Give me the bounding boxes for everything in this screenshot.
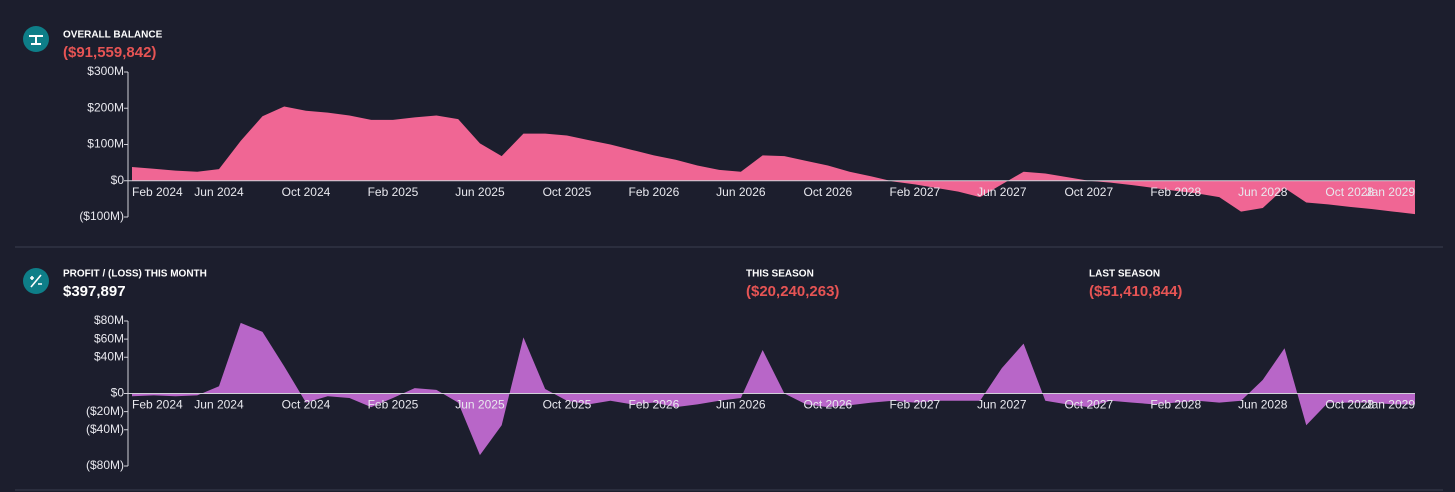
area	[132, 106, 1415, 215]
x-tick-label: Feb 2024	[132, 185, 183, 199]
y-tick-label: $300M	[87, 64, 124, 78]
x-tick-label: Oct 2027	[1064, 185, 1113, 199]
x-tick-label: Jun 2025	[455, 185, 505, 199]
x-tick-label: Feb 2028	[1150, 185, 1201, 199]
y-tick-label: $200M	[87, 100, 124, 114]
x-tick-label: Jun 2026	[716, 185, 766, 199]
y-tick-label: $60M	[94, 331, 124, 345]
x-tick-label: Jun 2028	[1238, 398, 1288, 412]
x-tick-label: Feb 2026	[629, 185, 680, 199]
chart-title: OVERALL BALANCE	[63, 30, 163, 41]
x-tick-label: Oct 2026	[804, 398, 853, 412]
y-tick-label: $0	[111, 386, 125, 400]
x-tick-label: Oct 2028	[1325, 185, 1374, 199]
x-tick-label: Oct 2028	[1325, 398, 1374, 412]
stat-label: LAST SEASON	[1089, 269, 1160, 280]
y-tick-label: ($80M)	[86, 458, 124, 472]
x-tick-label: Feb 2024	[132, 398, 183, 412]
x-tick-label: Oct 2025	[543, 185, 592, 199]
y-tick-label: $80M	[94, 313, 124, 327]
x-tick-label: Oct 2024	[282, 185, 331, 199]
x-tick-label: Jan 2029	[1366, 398, 1416, 412]
x-tick-label: Jun 2025	[455, 398, 505, 412]
x-tick-label: Oct 2025	[543, 398, 592, 412]
y-tick-label: ($40M)	[86, 422, 124, 436]
x-tick-label: Feb 2025	[368, 185, 419, 199]
x-tick-label: Jun 2027	[977, 185, 1027, 199]
chart-value: ($91,559,842)	[63, 44, 156, 61]
x-tick-label: Feb 2027	[889, 185, 940, 199]
chart-title: PROFIT / (LOSS) THIS MONTH	[63, 269, 207, 280]
area	[132, 322, 1415, 456]
y-tick-label: ($100M)	[79, 209, 124, 223]
y-tick-label: $100M	[87, 137, 124, 151]
x-tick-label: Jun 2024	[194, 398, 244, 412]
x-tick-label: Oct 2024	[282, 398, 331, 412]
x-tick-label: Feb 2027	[889, 398, 940, 412]
x-tick-label: Jun 2028	[1238, 185, 1288, 199]
chart-value: $397,897	[63, 283, 126, 300]
y-tick-label: ($20M)	[86, 404, 124, 418]
stat-value: ($20,240,263)	[746, 283, 839, 300]
stat-label: THIS SEASON	[746, 269, 814, 280]
x-tick-label: Feb 2028	[1150, 398, 1201, 412]
x-tick-label: Jun 2024	[194, 185, 244, 199]
x-tick-label: Oct 2027	[1064, 398, 1113, 412]
x-tick-label: Jun 2027	[977, 398, 1027, 412]
profit-icon	[23, 268, 49, 294]
x-tick-label: Feb 2026	[629, 398, 680, 412]
y-tick-label: $0	[111, 173, 125, 187]
x-tick-label: Jun 2026	[716, 398, 766, 412]
balance-icon	[23, 26, 49, 52]
stat-value: ($51,410,844)	[1089, 283, 1182, 300]
x-tick-label: Feb 2025	[368, 398, 419, 412]
y-tick-label: $40M	[94, 349, 124, 363]
x-tick-label: Jan 2029	[1366, 185, 1416, 199]
x-tick-label: Oct 2026	[804, 185, 853, 199]
